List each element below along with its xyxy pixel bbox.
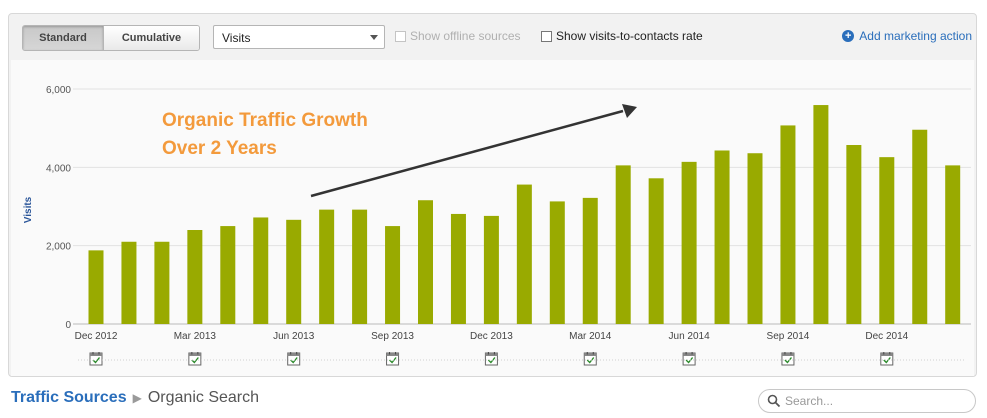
calendar-event-icon[interactable] <box>682 352 696 366</box>
annotation-text-line2: Over 2 Years <box>162 138 277 159</box>
calendar-event-icon[interactable] <box>287 352 301 366</box>
bar[interactable] <box>121 241 137 324</box>
bar[interactable] <box>714 150 730 324</box>
calendar-event-icon[interactable] <box>89 352 103 366</box>
bar[interactable] <box>319 209 335 324</box>
metric-select-value: Visits <box>222 31 251 45</box>
add-marketing-action-label: Add marketing action <box>859 29 972 43</box>
bar[interactable] <box>352 209 368 324</box>
y-tick-label: 0 <box>65 320 71 331</box>
bar[interactable] <box>253 217 269 324</box>
x-tick-label: Mar 2013 <box>174 331 217 342</box>
search-icon <box>767 394 781 408</box>
bar[interactable] <box>450 213 466 324</box>
bar[interactable] <box>516 184 532 324</box>
calendar-event-icon[interactable] <box>386 352 400 366</box>
bar[interactable] <box>813 105 829 324</box>
chart-panel: Standard Cumulative Visits Show offline … <box>8 13 977 377</box>
bar[interactable] <box>418 200 433 324</box>
y-axis-label: Visits <box>23 196 34 223</box>
standard-view-button[interactable]: Standard <box>23 26 104 50</box>
breadcrumb-current: Organic Search <box>147 389 260 406</box>
offline-sources-label: Show offline sources <box>410 29 521 43</box>
bar[interactable] <box>286 219 302 324</box>
y-tick-label: 4,000 <box>46 163 71 174</box>
visits-bar-chart: 0 2,000 4,000 6,000 Visits Dec 2012 Mar 2013 Ju… <box>23 85 971 366</box>
bar[interactable] <box>846 145 862 324</box>
x-tick-label: Sep 2014 <box>767 331 810 342</box>
bar[interactable] <box>780 125 796 324</box>
chevron-down-icon <box>370 35 378 40</box>
x-tick-label: Jun 2013 <box>273 331 315 342</box>
bar[interactable] <box>582 197 598 324</box>
x-tick-label: Sep 2013 <box>371 331 414 342</box>
add-marketing-action-link[interactable]: + Add marketing action <box>842 29 972 43</box>
visits-contacts-rate-label: Show visits-to-contacts rate <box>556 29 703 43</box>
bar[interactable] <box>615 165 631 324</box>
chart-area: 0 2,000 4,000 6,000 Visits Dec 2012 Mar 2013 Ju… <box>11 60 974 376</box>
search-input[interactable]: Search... <box>758 389 976 413</box>
bar[interactable] <box>912 129 928 324</box>
bar[interactable] <box>88 250 104 324</box>
breadcrumb-traffic-sources[interactable]: Traffic Sources <box>11 389 127 406</box>
offline-sources-checkbox[interactable]: Show offline sources <box>395 29 521 43</box>
plus-circle-icon: + <box>842 30 855 42</box>
checkbox-box[interactable] <box>395 30 406 42</box>
bar[interactable] <box>549 201 565 324</box>
y-tick-label: 6,000 <box>46 85 71 96</box>
bar[interactable] <box>154 241 170 324</box>
bar[interactable] <box>385 226 401 324</box>
breadcrumb-separator-icon: ▶ <box>132 391 142 405</box>
bar[interactable] <box>220 226 236 324</box>
x-tick-label: Dec 2014 <box>865 331 908 342</box>
breadcrumb: Traffic Sources ▶ Organic Search <box>11 389 259 407</box>
calendar-event-icon[interactable] <box>880 352 894 366</box>
x-tick-label: Jun 2014 <box>669 331 711 342</box>
x-tick-label: Dec 2012 <box>75 331 118 342</box>
search-placeholder: Search... <box>785 394 834 408</box>
calendar-event-icon[interactable] <box>188 352 202 366</box>
annotation-text-line1: Organic Traffic Growth <box>162 110 368 131</box>
calendar-event-icon[interactable] <box>781 352 795 366</box>
metric-select[interactable]: Visits <box>213 25 385 49</box>
bar[interactable] <box>681 161 697 324</box>
bar[interactable] <box>879 157 895 324</box>
cumulative-view-button[interactable]: Cumulative <box>104 26 199 50</box>
view-toggle: Standard Cumulative <box>22 25 200 51</box>
calendar-event-icon[interactable] <box>583 352 597 366</box>
annotation-arrow-head <box>622 104 637 118</box>
bar[interactable] <box>187 230 203 324</box>
calendar-event-icon[interactable] <box>484 352 498 366</box>
x-tick-label: Dec 2013 <box>470 331 513 342</box>
bar[interactable] <box>945 165 961 324</box>
bar[interactable] <box>483 215 499 324</box>
bar[interactable] <box>648 178 664 324</box>
bar[interactable] <box>747 153 763 324</box>
chart-toolbar: Standard Cumulative Visits Show offline … <box>9 14 976 59</box>
x-tick-label: Mar 2014 <box>569 331 612 342</box>
y-tick-label: 2,000 <box>46 242 71 253</box>
annotation-arrow-line <box>310 109 624 198</box>
checkbox-box[interactable] <box>541 30 552 42</box>
visits-contacts-rate-checkbox[interactable]: Show visits-to-contacts rate <box>541 29 703 43</box>
